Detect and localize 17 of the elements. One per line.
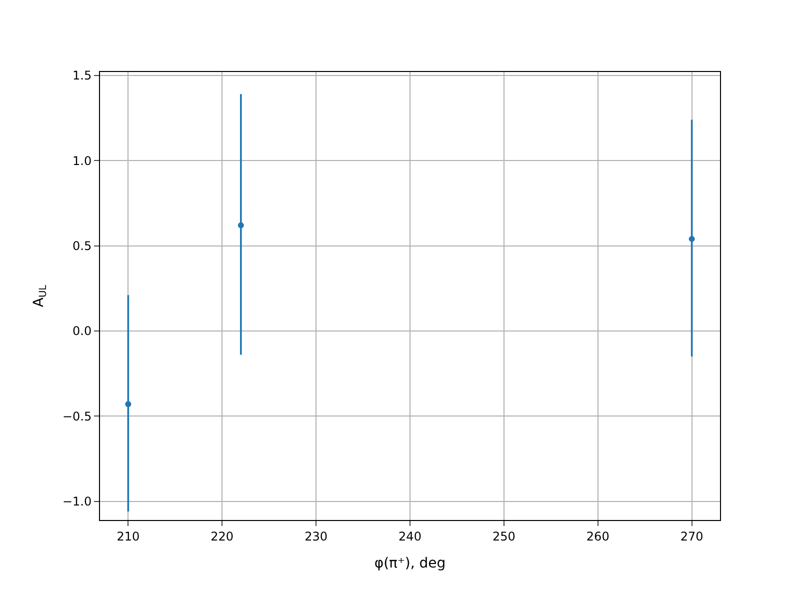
y-tick-label: −1.0 (62, 494, 92, 508)
point (125, 401, 132, 408)
y-tick-label: 1.0 (72, 154, 92, 168)
x-tick-label: 230 (304, 529, 328, 544)
x-tick-label: 220 (210, 529, 234, 544)
x-axis-title: φ(π⁺), deg (374, 556, 446, 572)
x-tick-label: 260 (586, 529, 610, 544)
y-tick-label: 1.5 (72, 68, 92, 83)
x-tick-label: 240 (398, 529, 422, 544)
x-tick-label: 270 (680, 529, 704, 544)
point (688, 236, 695, 242)
y-tick-label: 0.0 (72, 324, 92, 338)
point (238, 222, 244, 228)
x-tick-label: 250 (492, 529, 516, 544)
y-tick-label: 0.5 (72, 238, 92, 253)
x-tick-label: 210 (116, 529, 140, 544)
y-tick-label: −0.5 (62, 409, 92, 424)
